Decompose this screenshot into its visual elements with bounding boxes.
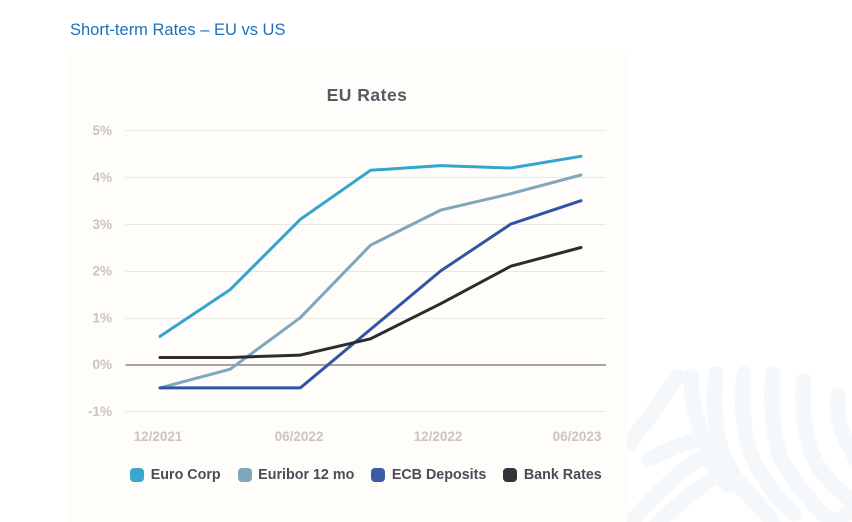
svg-text:1%: 1% (92, 311, 112, 326)
svg-text:12/2022: 12/2022 (414, 429, 463, 444)
svg-text:2%: 2% (92, 264, 112, 279)
svg-text:4%: 4% (92, 170, 112, 185)
svg-text:5%: 5% (92, 123, 112, 138)
svg-text:06/2022: 06/2022 (275, 429, 324, 444)
svg-text:-1%: -1% (88, 404, 112, 419)
svg-text:0%: 0% (92, 357, 112, 372)
svg-text:3%: 3% (92, 217, 112, 232)
svg-text:06/2023: 06/2023 (553, 429, 602, 444)
svg-text:12/2021: 12/2021 (134, 429, 183, 444)
